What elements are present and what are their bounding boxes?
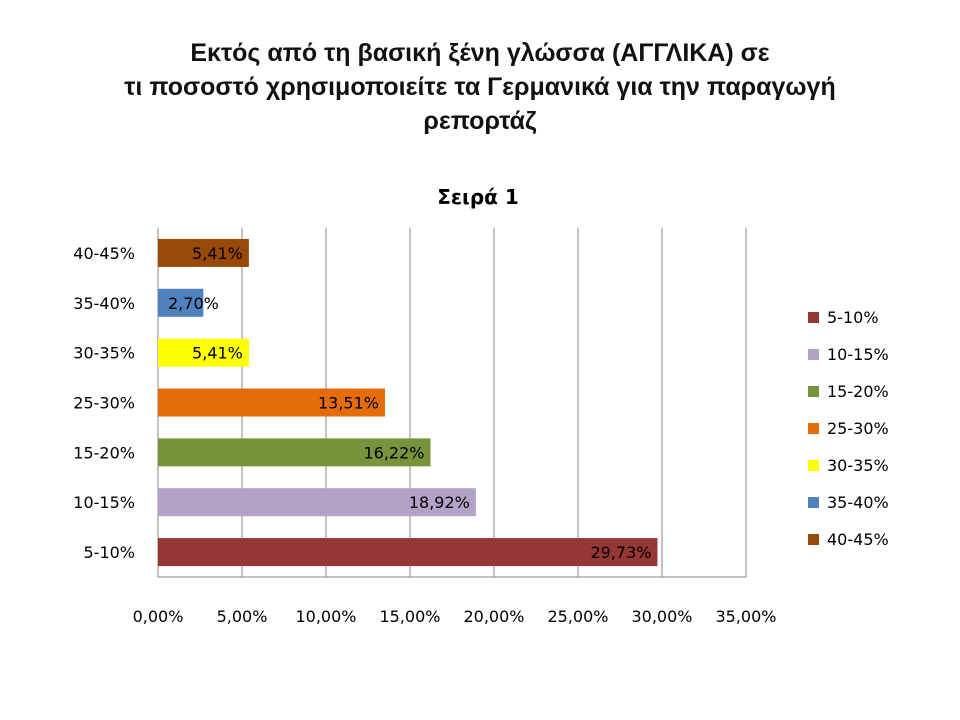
x-tick-label: 25,00%: [547, 607, 608, 626]
y-tick-label: 10-15%: [73, 493, 135, 512]
bar-25-30%: [158, 388, 385, 417]
chart-title-line-2: τι ποσοστό χρησιμοποιείτε τα Γερμανικά γ…: [124, 73, 836, 101]
legend-label: 30-35%: [827, 456, 889, 475]
bar-5-10%: [158, 538, 658, 567]
data-label: 29,73%: [590, 543, 651, 562]
chart-title-line-1: Εκτός από τη βασική ξένη γλώσσα (ΑΓΓΛΙΚΑ…: [190, 39, 770, 67]
legend-swatch: [808, 423, 819, 434]
y-tick-label: 15-20%: [73, 443, 135, 462]
bars: [158, 238, 658, 567]
data-labels: 29,73% 18,92% 16,22% 13,51% 5,41% 2,70% 5,41%: [168, 244, 651, 562]
data-label: 13,51%: [318, 394, 379, 413]
x-tick-label: 0,00%: [133, 607, 184, 626]
legend: 5-10% 10-15% 15-20% 25-30% 30-35% 35-40% 40-45…: [808, 308, 889, 549]
legend-label: 25-30%: [827, 419, 889, 438]
data-label: 16,22%: [363, 443, 424, 462]
legend-label: 40-45%: [827, 530, 889, 549]
bar-10-15%: [158, 488, 476, 517]
x-tick-label: 5,00%: [217, 607, 268, 626]
y-axis-labels: 5-10% 10-15% 15-20% 25-30% 30-35% 35-40% 40-45…: [73, 244, 135, 562]
x-tick-label: 35,00%: [715, 607, 776, 626]
bar-30-35%: [158, 338, 249, 367]
legend-label: 10-15%: [827, 345, 889, 364]
legend-swatch: [808, 534, 819, 545]
bar-40-45%: [158, 238, 249, 267]
x-tick-label: 10,00%: [295, 607, 356, 626]
chart-title-line-3: ρεπορτάζ: [423, 107, 537, 135]
gridlines: [157, 228, 747, 578]
bar-35-40%: [158, 288, 204, 317]
y-tick-label: 40-45%: [73, 244, 135, 263]
data-label: 5,41%: [192, 344, 243, 363]
data-label: 5,41%: [192, 244, 243, 263]
y-tick-label: 30-35%: [73, 344, 135, 363]
y-tick-label: 5-10%: [83, 543, 135, 562]
y-tick-label: 25-30%: [73, 394, 135, 413]
series-title: Σειρά 1: [437, 185, 519, 209]
legend-swatch: [808, 386, 819, 397]
legend-label: 35-40%: [827, 493, 889, 512]
x-tick-label: 15,00%: [379, 607, 440, 626]
x-axis-labels: 0,00% 5,00% 10,00% 15,00% 20,00% 25,00% 30,00%…: [133, 607, 777, 626]
x-tick-label: 30,00%: [631, 607, 692, 626]
legend-swatch: [808, 460, 819, 471]
chart-title: Εκτός από τη βασική ξένη γλώσσα (ΑΓΓΛΙΚΑ…: [0, 36, 960, 138]
x-tick-label: 20,00%: [463, 607, 524, 626]
legend-swatch: [808, 497, 819, 508]
legend-swatch: [808, 349, 819, 360]
data-label: 2,70%: [168, 294, 219, 313]
bar-15-20%: [158, 438, 431, 467]
data-label: 18,92%: [409, 493, 470, 512]
legend-label: 15-20%: [827, 382, 889, 401]
legend-label: 5-10%: [827, 308, 879, 327]
legend-swatch: [808, 312, 819, 323]
y-tick-label: 35-40%: [73, 294, 135, 313]
